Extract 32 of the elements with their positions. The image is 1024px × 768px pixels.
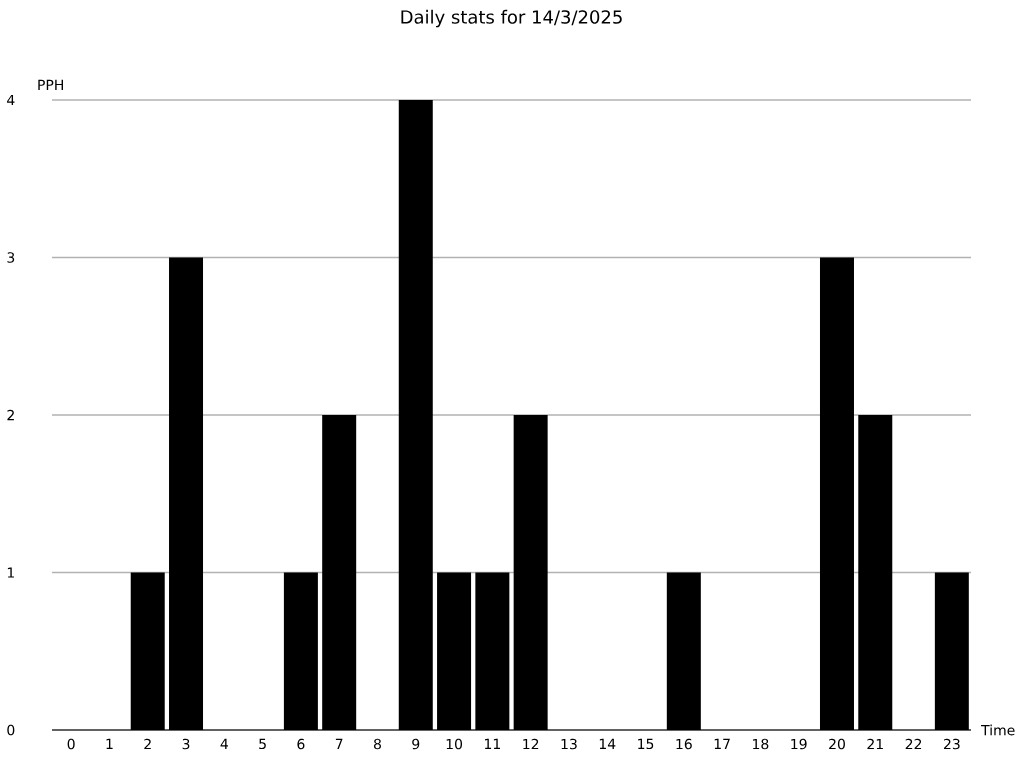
- x-tick-label: 11: [484, 738, 500, 749]
- x-tick-label: 15: [638, 738, 654, 750]
- x-tick-label: 18: [753, 738, 769, 750]
- x-tick-label: 20: [829, 738, 845, 750]
- x-tick-label: 10: [446, 738, 463, 750]
- y-tick-label: 2: [7, 409, 14, 421]
- x-tick-label: 17: [714, 738, 730, 749]
- x-tick-label: 4: [220, 738, 228, 749]
- x-axis-title: Time: [981, 724, 1015, 736]
- x-tick-label: 23: [943, 738, 960, 750]
- x-tick-label: 13: [561, 738, 577, 750]
- chart-title: Daily stats for 14/3/2025: [401, 9, 622, 28]
- y-tick-label: 4: [7, 94, 15, 106]
- x-tick-label: 14: [599, 738, 616, 749]
- x-tick-label: 1: [106, 738, 113, 749]
- x-tick-label: 5: [259, 738, 266, 750]
- x-tick-label: 7: [335, 738, 343, 749]
- x-tick-label: 2: [144, 738, 151, 750]
- x-tick-label: 19: [791, 738, 807, 750]
- x-tick-label: 0: [67, 738, 75, 750]
- x-tick-label: 3: [182, 738, 190, 750]
- y-tick-label: 1: [7, 567, 14, 578]
- x-tick-label: 9: [412, 738, 420, 750]
- x-tick-label: 8: [373, 738, 381, 750]
- y-tick-label: 3: [7, 252, 15, 263]
- x-tick-label: 16: [676, 738, 692, 750]
- x-tick-label: 21: [867, 738, 883, 750]
- x-tick-label: 6: [297, 738, 305, 750]
- x-tick-label: 22: [905, 738, 922, 750]
- x-tick-label: 12: [523, 738, 539, 750]
- y-tick-label: 0: [7, 724, 15, 736]
- y-axis-title: PPH: [38, 79, 63, 90]
